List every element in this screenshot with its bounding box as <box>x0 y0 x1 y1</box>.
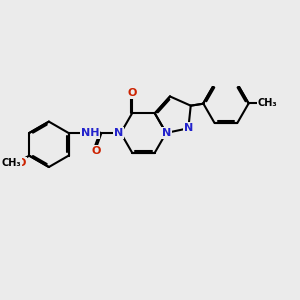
Text: O: O <box>92 146 101 156</box>
Text: O: O <box>128 88 137 98</box>
Text: NH: NH <box>81 128 99 138</box>
Text: N: N <box>184 123 193 133</box>
Text: CH₃: CH₃ <box>257 98 277 108</box>
Text: N: N <box>114 128 124 138</box>
Text: N: N <box>161 128 171 138</box>
Text: CH₃: CH₃ <box>2 158 21 168</box>
Text: O: O <box>17 158 26 168</box>
